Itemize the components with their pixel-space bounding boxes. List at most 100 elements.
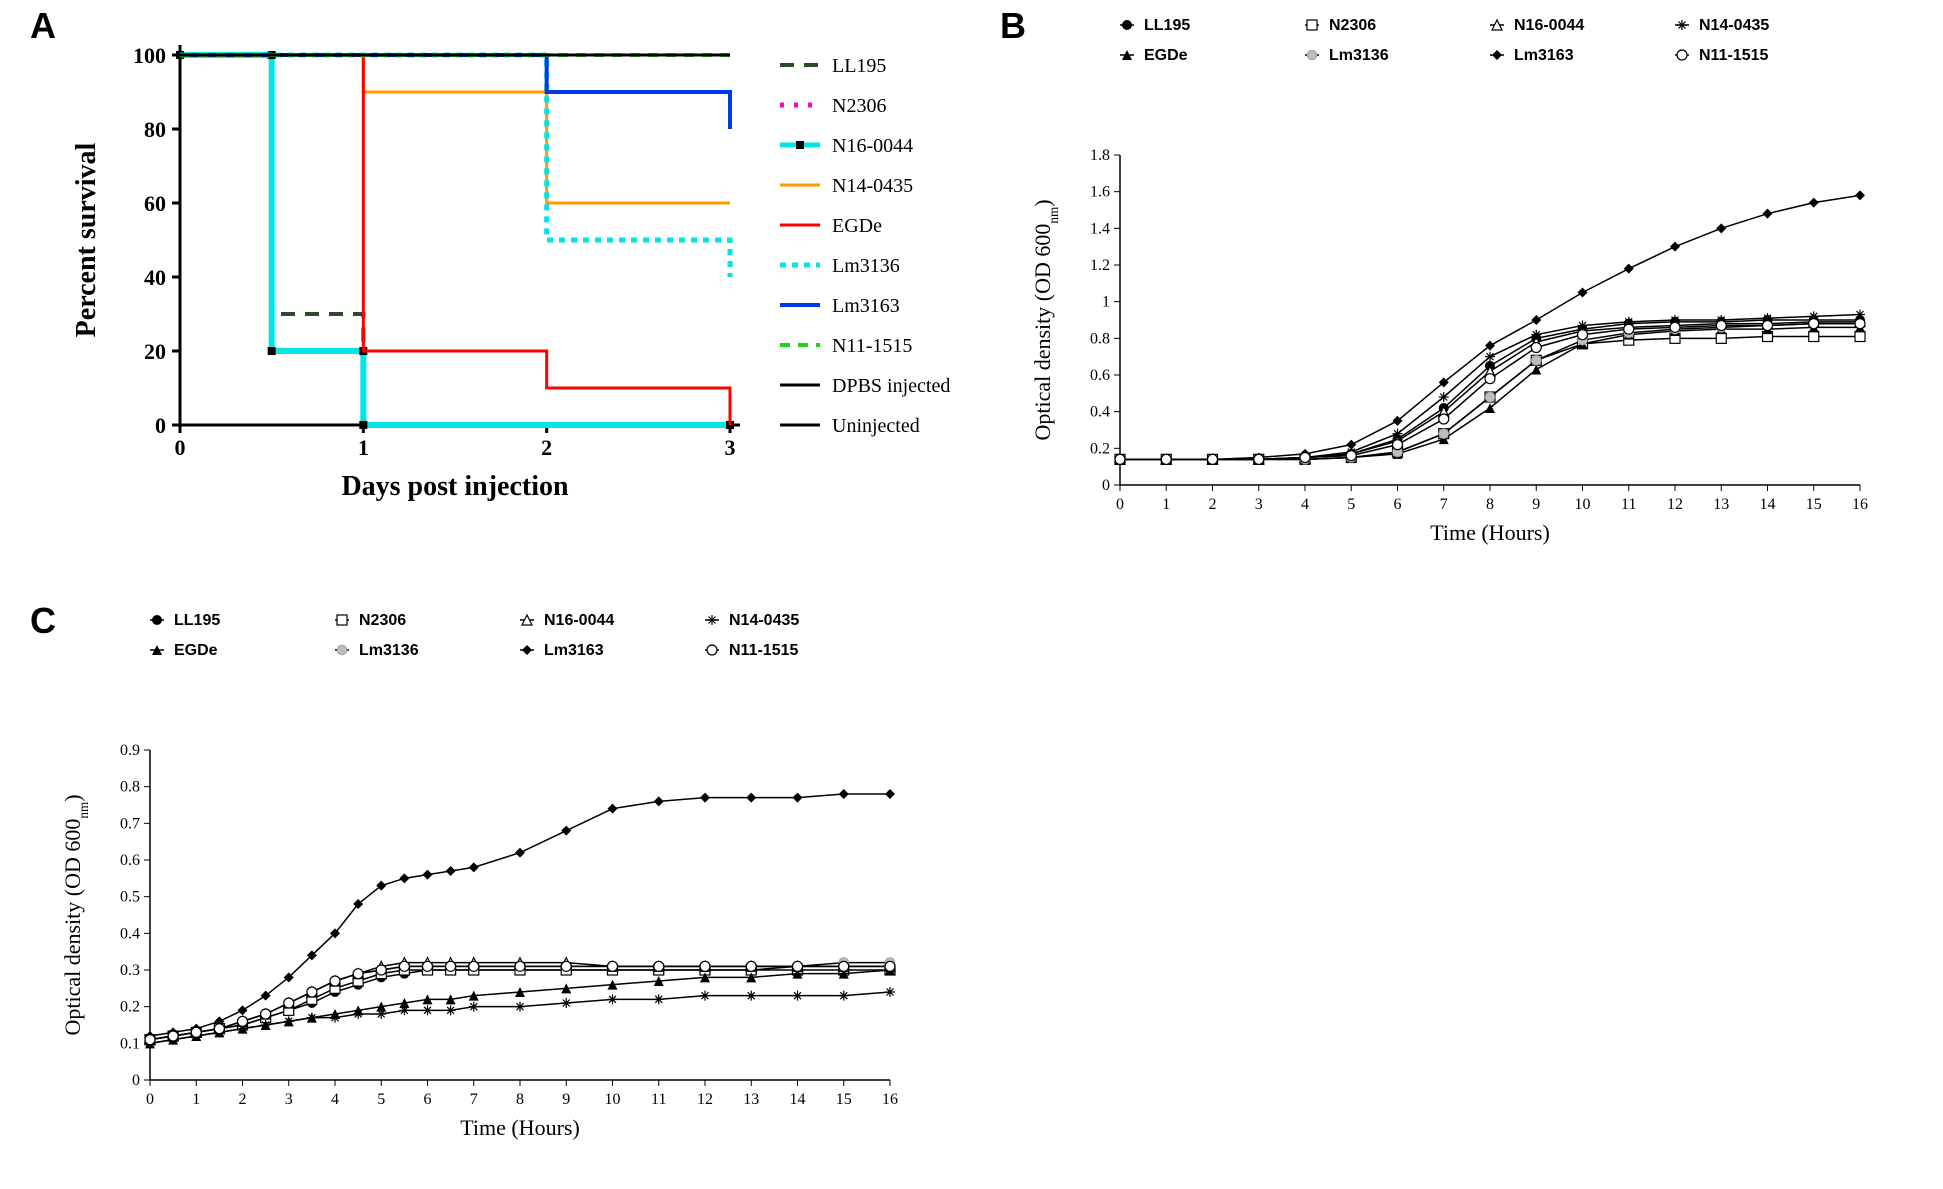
- svg-text:8: 8: [516, 1091, 524, 1108]
- svg-text:1.2: 1.2: [1090, 257, 1110, 274]
- svg-text:100: 100: [133, 43, 166, 68]
- svg-text:6: 6: [1394, 496, 1402, 513]
- svg-text:40: 40: [144, 265, 166, 290]
- svg-text:Uninjected: Uninjected: [832, 415, 920, 437]
- svg-text:0: 0: [1102, 477, 1110, 494]
- svg-text:16: 16: [1852, 496, 1868, 513]
- svg-text:13: 13: [1713, 496, 1729, 513]
- svg-text:Percent survival: Percent survival: [71, 142, 102, 337]
- svg-text:1.6: 1.6: [1090, 184, 1110, 201]
- svg-text:3: 3: [285, 1091, 293, 1108]
- svg-text:0.9: 0.9: [120, 742, 140, 759]
- svg-text:10: 10: [1575, 496, 1591, 513]
- svg-text:11: 11: [651, 1091, 666, 1108]
- svg-text:0: 0: [175, 435, 186, 460]
- svg-text:Lm3163: Lm3163: [544, 642, 604, 659]
- svg-text:EGDe: EGDe: [174, 642, 218, 659]
- svg-text:14: 14: [790, 1091, 806, 1108]
- svg-text:6: 6: [424, 1091, 432, 1108]
- svg-text:0.4: 0.4: [120, 925, 140, 942]
- panel-a: A 0204060801000123Days post injectionPer…: [30, 5, 970, 525]
- svg-text:N2306: N2306: [1329, 17, 1376, 34]
- svg-text:N2306: N2306: [832, 95, 886, 117]
- svg-text:N16-0044: N16-0044: [832, 135, 913, 157]
- svg-text:N11-1515: N11-1515: [1699, 47, 1768, 64]
- svg-text:DPBS injected: DPBS injected: [832, 375, 950, 397]
- svg-text:11: 11: [1621, 496, 1636, 513]
- svg-text:80: 80: [144, 117, 166, 142]
- svg-text:Optical density (OD 600nm): Optical density (OD 600nm): [1030, 199, 1061, 440]
- svg-text:20: 20: [144, 339, 166, 364]
- svg-text:2: 2: [239, 1091, 247, 1108]
- svg-text:2: 2: [1209, 496, 1217, 513]
- svg-text:7: 7: [470, 1091, 478, 1108]
- svg-text:10: 10: [605, 1091, 621, 1108]
- panel-c: C 00.10.20.30.40.50.60.70.80.90123456789…: [30, 600, 960, 1180]
- svg-text:N16-0044: N16-0044: [544, 612, 614, 629]
- svg-text:Days post injection: Days post injection: [341, 471, 569, 502]
- svg-text:0.2: 0.2: [1090, 440, 1110, 457]
- svg-text:0.1: 0.1: [120, 1035, 140, 1052]
- svg-text:4: 4: [331, 1091, 339, 1108]
- svg-text:EGDe: EGDe: [832, 215, 882, 237]
- panel-c-chart: 00.10.20.30.40.50.60.70.80.9012345678910…: [30, 600, 960, 1180]
- svg-text:0.4: 0.4: [1090, 404, 1110, 421]
- svg-text:LL195: LL195: [832, 55, 886, 77]
- svg-text:12: 12: [1667, 496, 1683, 513]
- svg-text:5: 5: [1347, 496, 1355, 513]
- svg-text:9: 9: [1532, 496, 1540, 513]
- svg-text:1: 1: [1162, 496, 1170, 513]
- svg-text:N11-1515: N11-1515: [729, 642, 798, 659]
- svg-text:3: 3: [1255, 496, 1263, 513]
- svg-text:15: 15: [836, 1091, 852, 1108]
- svg-text:Lm3136: Lm3136: [1329, 47, 1389, 64]
- svg-text:16: 16: [882, 1091, 898, 1108]
- svg-text:0.8: 0.8: [120, 779, 140, 796]
- svg-text:N14-0435: N14-0435: [729, 612, 799, 629]
- svg-text:EGDe: EGDe: [1144, 47, 1188, 64]
- svg-text:60: 60: [144, 191, 166, 216]
- svg-text:0: 0: [1116, 496, 1124, 513]
- panel-a-chart: 0 20 40 60 80 100 0 1 2 3 Days post injection Perce…: [30, 5, 970, 525]
- svg-text:Lm3163: Lm3163: [832, 295, 900, 317]
- svg-text:LL195: LL195: [174, 612, 220, 629]
- svg-text:2: 2: [541, 435, 552, 460]
- svg-text:1.8: 1.8: [1090, 147, 1110, 164]
- svg-text:Optical density (OD 600nm): Optical density (OD 600nm): [60, 794, 91, 1035]
- svg-text:14: 14: [1760, 496, 1776, 513]
- svg-text:1: 1: [192, 1091, 200, 1108]
- svg-text:13: 13: [743, 1091, 759, 1108]
- svg-text:Time (Hours): Time (Hours): [460, 1115, 580, 1140]
- svg-text:N2306: N2306: [359, 612, 406, 629]
- svg-text:0: 0: [155, 413, 166, 438]
- svg-text:1: 1: [1102, 294, 1110, 311]
- svg-text:N14-0435: N14-0435: [832, 175, 913, 197]
- svg-text:0: 0: [146, 1091, 154, 1108]
- svg-text:0.7: 0.7: [120, 815, 140, 832]
- svg-text:0.2: 0.2: [120, 999, 140, 1016]
- svg-text:0.8: 0.8: [1090, 330, 1110, 347]
- svg-text:7: 7: [1440, 496, 1448, 513]
- svg-text:0.6: 0.6: [120, 852, 140, 869]
- svg-text:9: 9: [562, 1091, 570, 1108]
- svg-text:Lm3163: Lm3163: [1514, 47, 1574, 64]
- svg-text:Lm3136: Lm3136: [832, 255, 900, 277]
- svg-text:0.3: 0.3: [120, 962, 140, 979]
- svg-text:5: 5: [377, 1091, 385, 1108]
- svg-text:LL195: LL195: [1144, 17, 1190, 34]
- panel-b-chart: 00.20.40.60.811.21.41.61.801234567891011…: [1000, 5, 1930, 585]
- svg-text:15: 15: [1806, 496, 1822, 513]
- panel-b: B 00.20.40.60.811.21.41.61.8012345678910…: [1000, 5, 1930, 585]
- svg-text:N16-0044: N16-0044: [1514, 17, 1584, 34]
- svg-text:1.4: 1.4: [1090, 220, 1110, 237]
- svg-text:8: 8: [1486, 496, 1494, 513]
- svg-text:12: 12: [697, 1091, 713, 1108]
- svg-text:N11-1515: N11-1515: [832, 335, 912, 357]
- svg-text:3: 3: [725, 435, 736, 460]
- svg-text:Time (Hours): Time (Hours): [1430, 520, 1550, 545]
- svg-text:Lm3136: Lm3136: [359, 642, 419, 659]
- svg-text:0.6: 0.6: [1090, 367, 1110, 384]
- svg-text:4: 4: [1301, 496, 1309, 513]
- svg-text:N14-0435: N14-0435: [1699, 17, 1769, 34]
- svg-text:1: 1: [358, 435, 369, 460]
